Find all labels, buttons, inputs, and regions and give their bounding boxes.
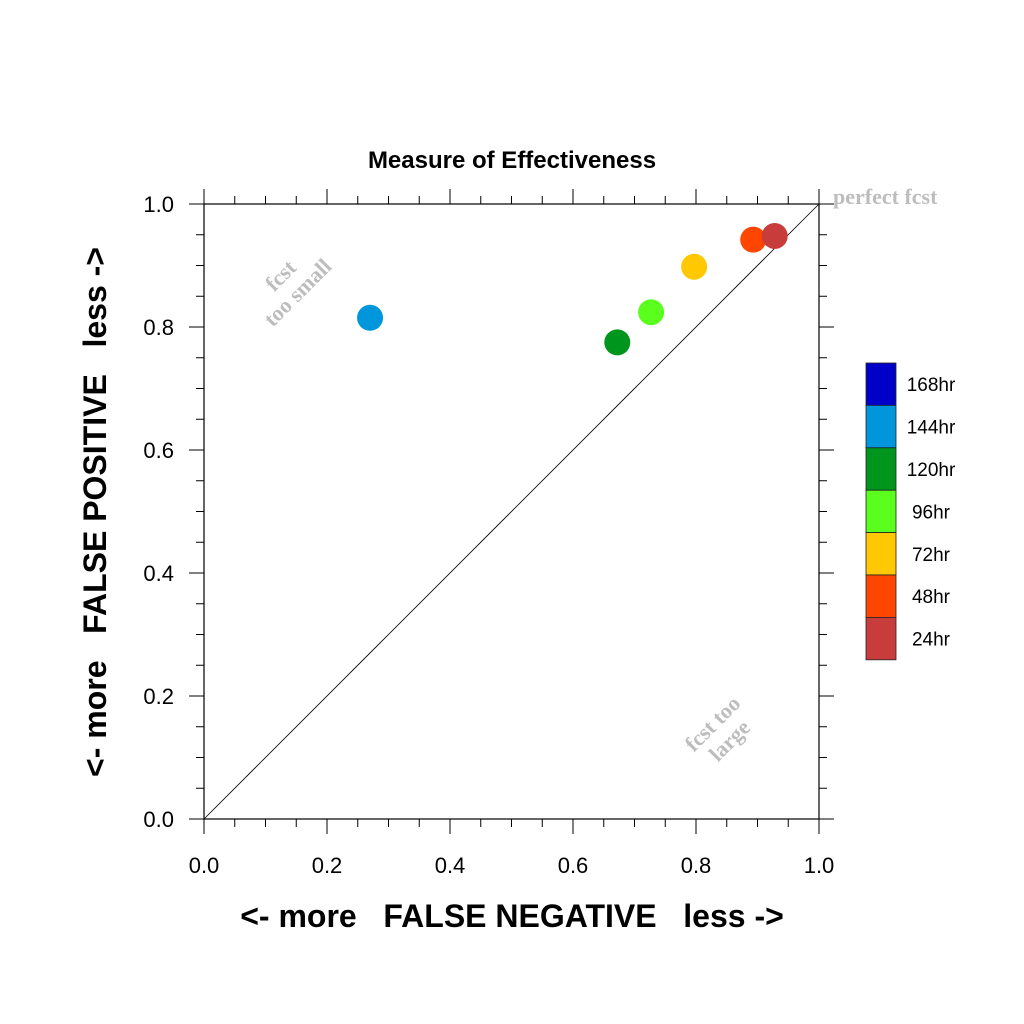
data-points bbox=[357, 222, 788, 356]
x-tick-label: 0.0 bbox=[189, 853, 220, 878]
legend-label: 96hr bbox=[912, 502, 951, 523]
legend: 168hr 144hr 120hr 96hr 72hr 48hr 24hr bbox=[865, 362, 956, 661]
perfect-fcst-annotation: perfect fcst bbox=[833, 184, 938, 209]
fcst-too-large-annotation: fcst too large bbox=[680, 691, 756, 766]
data-point-24hr bbox=[761, 222, 788, 249]
legend-label: 24hr bbox=[912, 630, 951, 651]
perfect-forecast-diagonal bbox=[203, 203, 820, 820]
data-point-120hr bbox=[604, 329, 631, 356]
chart-title: Measure of Effectiveness bbox=[368, 147, 656, 174]
x-axis-label: <- more FALSE NEGATIVE less -> bbox=[240, 898, 784, 934]
x-tick-label: 0.2 bbox=[312, 853, 343, 878]
legend-label: 168hr bbox=[907, 375, 956, 396]
legend-swatch-72hr bbox=[865, 532, 897, 576]
legend-swatch-96hr bbox=[865, 489, 897, 534]
legend-label: 48hr bbox=[912, 587, 951, 608]
y-tick-label: 0.8 bbox=[143, 315, 174, 340]
axis-ticks bbox=[189, 189, 834, 834]
y-axis-label: <- more FALSE POSITIVE less -> bbox=[77, 247, 113, 777]
legend-swatch-168hr bbox=[865, 362, 897, 406]
x-tick-labels: 0.0 0.2 0.4 0.6 0.8 1.0 bbox=[189, 853, 835, 878]
legend-label: 120hr bbox=[907, 460, 956, 481]
data-point-72hr bbox=[681, 253, 708, 280]
legend-swatch-144hr bbox=[865, 404, 897, 449]
legend-label: 72hr bbox=[912, 545, 951, 566]
legend-swatch-24hr bbox=[865, 617, 897, 661]
data-point-144hr bbox=[357, 304, 384, 331]
x-tick-label: 1.0 bbox=[804, 853, 835, 878]
y-tick-label: 0.4 bbox=[143, 561, 174, 586]
legend-swatch-48hr bbox=[865, 574, 897, 618]
y-tick-label: 0.2 bbox=[143, 684, 174, 709]
y-tick-labels: 0.0 0.2 0.4 0.6 0.8 1.0 bbox=[143, 192, 174, 832]
legend-label: 144hr bbox=[907, 418, 956, 439]
fcst-too-small-line-2: too small bbox=[259, 254, 337, 332]
y-tick-label: 0.6 bbox=[143, 438, 174, 463]
data-point-96hr bbox=[638, 299, 665, 326]
x-tick-label: 0.8 bbox=[681, 853, 712, 878]
x-tick-label: 0.4 bbox=[435, 853, 466, 878]
data-point-48hr bbox=[740, 226, 767, 253]
x-tick-label: 0.6 bbox=[558, 853, 589, 878]
y-tick-label: 0.0 bbox=[143, 807, 174, 832]
legend-swatch-120hr bbox=[865, 447, 897, 491]
fcst-too-small-annotation: fcst too small bbox=[259, 254, 337, 332]
y-tick-label: 1.0 bbox=[143, 192, 174, 217]
